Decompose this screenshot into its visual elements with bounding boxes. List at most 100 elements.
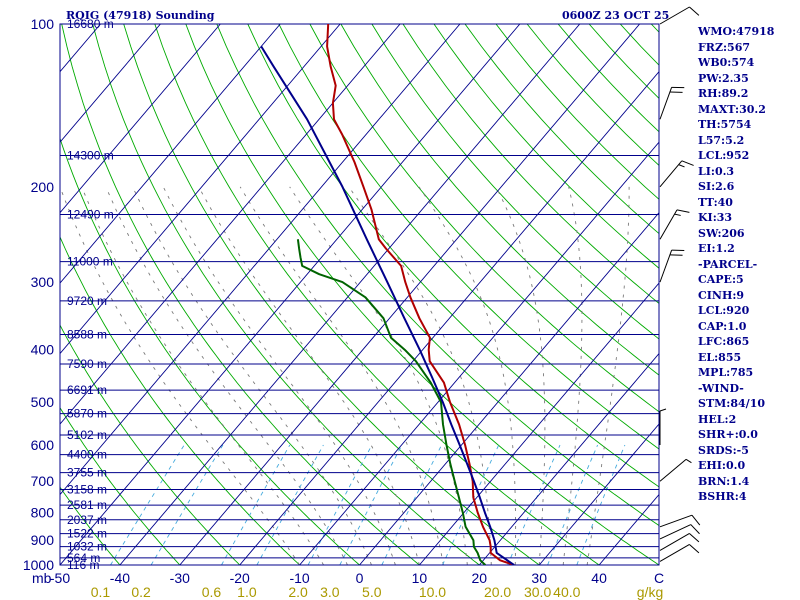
height-label: 9720 m [67,294,107,308]
chart-datetime: 0600Z 23 OCT 25 [562,9,670,22]
index-item: MPL:785 [698,366,754,379]
index-item: EI:1.2 [698,242,735,255]
wind-barb [659,544,700,562]
mixing-ratio-tick-label: 40.0 [553,584,580,600]
height-label: 11000 m [67,255,113,269]
dry-adiabat [60,406,181,565]
dry-adiabat [216,24,659,527]
wind-barb [659,458,692,482]
mixing-ratio-line [442,444,500,565]
isotherm [60,24,281,284]
index-item: PW:2.35 [698,71,749,85]
isotherm [60,24,341,355]
temperature-tick-label: -10 [289,570,309,586]
temperature-tick-label: C [654,570,664,586]
dry-adiabat [309,24,659,413]
index-item: BSHR:4 [698,490,747,503]
index-item: SI:2.6 [698,180,735,193]
dry-adiabat [775,24,800,565]
index-item: LFC:865 [698,335,750,348]
mixing-ratio-tick-label: 30.0 [524,584,551,600]
index-item: HEL:2 [698,412,737,426]
index-item: MAXT:30.2 [698,102,766,116]
temperature-tick-label: -30 [170,570,190,586]
index-item: LCL:952 [698,149,750,162]
mixing-ratio-line [576,444,626,565]
temperature-tick-label: 30 [531,570,547,586]
height-label: 6691 m [67,383,107,397]
index-item: TT:40 [698,195,733,209]
index-item: CAP:1.0 [698,319,747,333]
height-label: 14300 m [67,148,114,162]
mixing-ratio-line [339,444,403,565]
pressure-unit-label: mb [32,570,52,586]
mixing-ratio-axis: 0.1 0.2 0.6 1.0 2.0 3.0 5.0 10.0 20.0 30.0 40.0 g/k… [91,584,664,600]
mixing-ratio-tick-label: 0.6 [202,584,222,600]
height-label: 3755 m [67,466,107,480]
index-item: FRZ:567 [698,40,751,54]
chart-title: RQIG (47918) Sounding [66,9,215,22]
sounding-series [260,24,515,565]
pressure-tick-label: 100 [31,16,55,32]
mixing-ratio-line [256,444,324,565]
pressure-tick-label: 800 [31,505,55,521]
height-label: 1522 m [67,527,107,541]
dry-adiabat [433,24,659,269]
mixing-ratio-tick-label: g/kg [637,584,663,600]
moist-adiabat [586,186,630,565]
dry-adiabat [60,486,121,565]
mixing-ratio-tick-label: 20.0 [484,584,511,600]
dry-adiabat [247,24,659,488]
dry-adiabat [154,24,600,565]
index-item: EL:855 [698,350,742,364]
isotherm [538,423,659,565]
index-item: LCL:920 [698,304,750,317]
height-label: 5870 m [67,407,107,421]
isotherm [359,211,659,565]
mixing-ratio-tick-label: 0.1 [91,584,111,600]
index-item: L57:5.2 [698,133,745,147]
height-label: 7590 m [67,357,107,371]
dry-adiabat [278,24,659,450]
index-item: CAPE:5 [698,273,744,286]
index-item: SHR+:0.0 [698,428,758,441]
height-label: 12490 m [67,208,114,222]
temperature-axis: -50 -40 -30 -20 -10 0 10 20 30 40 C [50,570,664,586]
height-label: 2581 m [67,498,107,512]
isotherm [478,352,659,565]
background-lines [60,24,800,565]
wind-barb [659,514,701,528]
dry-adiabat [185,24,659,565]
temperature-tick-label: 10 [412,570,428,586]
wind-barb [659,209,690,240]
temperature-tick-label: 40 [591,570,607,586]
mixing-ratio-tick-label: 5.0 [362,584,382,600]
height-label: 5102 m [67,428,107,442]
moist-adiabat [81,186,324,565]
index-item: SRDS:-5 [698,443,749,457]
index-item: SW:206 [698,226,745,240]
isotherm [60,24,461,496]
dry-adiabat [371,24,659,340]
mixing-ratio-tick-label: 1.0 [237,584,257,600]
isotherm [299,141,659,565]
dewpoint-line [296,239,486,565]
pressure-tick-label: 200 [31,179,55,195]
moist-adiabat [132,186,372,565]
dry-adiabat [60,235,300,565]
temperature-tick-label: -40 [110,570,130,586]
index-item: -PARCEL- [698,257,758,271]
moist-adiabat [60,186,300,565]
dry-adiabat [402,24,659,304]
isotherm [60,24,401,425]
isotherm [239,71,659,565]
temperature-line [326,24,515,565]
mixing-ratio-line [110,444,185,565]
mixing-ratio-line [150,444,224,565]
dry-adiabat [92,24,480,565]
index-item: KI:33 [698,211,733,224]
wind-barb [659,524,700,540]
wind-barb [659,408,667,445]
